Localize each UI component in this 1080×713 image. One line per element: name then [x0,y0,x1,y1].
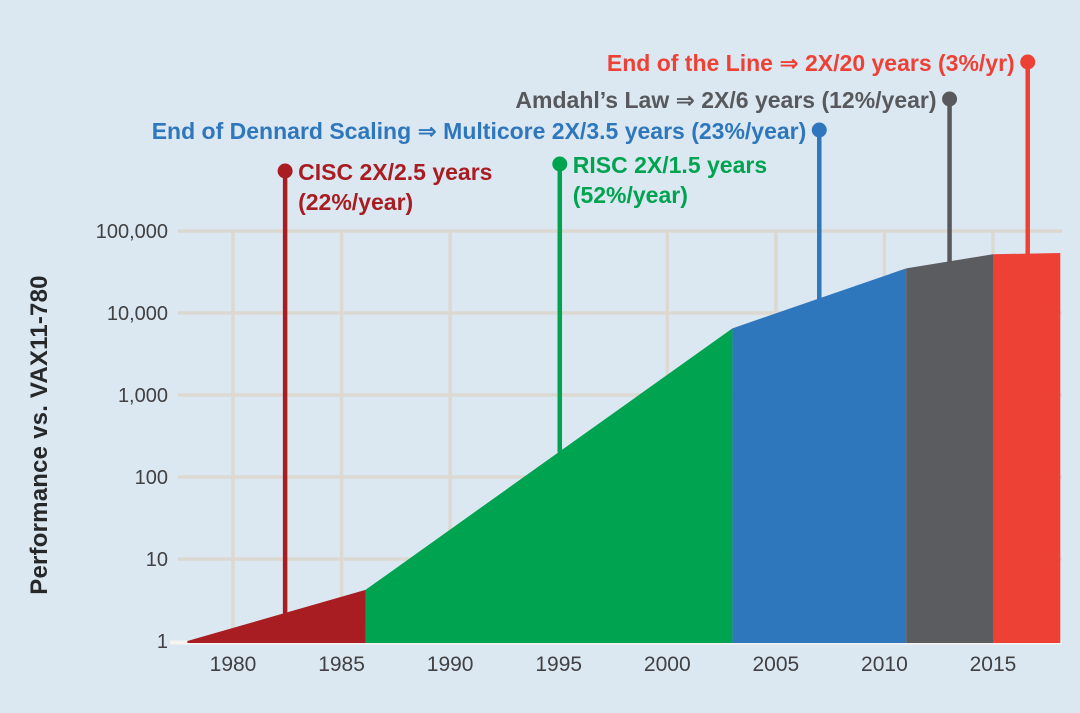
y-tick-10,000: 10,000 [107,303,168,325]
x-tick-1990: 1990 [427,653,474,676]
area-segment-cisc [187,589,366,643]
callout-end-of-line: End of the Line ⇒ 2X/20 years (3%/yr) [607,50,1036,255]
area-segment-risc [365,328,733,643]
x-tick-2005: 2005 [752,653,799,676]
y-axis-title: Performance vs. VAX11-780 [26,275,53,594]
callout-dot-dennard [811,122,827,138]
x-tick-1980: 1980 [210,653,257,676]
y-tick-100,000: 100,000 [96,221,168,243]
callout-dot-amdahl [942,91,958,107]
y-axis-tick-labels: 1 10 100 1,000 10,000 100,000 [96,221,168,653]
x-tick-2010: 2010 [861,653,908,676]
callout-cisc: CISC 2X/2.5 years (22%/year) [277,159,492,614]
y-tick-100: 100 [135,467,168,489]
area-segment-multicore [732,268,907,643]
area-segment-end-of-line [992,252,1061,643]
y-tick-10: 10 [146,549,168,571]
y-tick-1,000: 1,000 [118,385,168,407]
x-tick-1985: 1985 [318,653,365,676]
callout-label-end-of-line-line1: End of the Line ⇒ 2X/20 years (3%/yr) [607,50,1015,76]
area-segments [187,252,1061,643]
x-tick-1995: 1995 [535,653,582,676]
callout-dot-risc [552,156,568,172]
callout-amdahl: Amdahl’s Law ⇒ 2X/6 years (12%/year) [515,87,958,263]
callouts: CISC 2X/2.5 years (22%/year) RISC 2X/1.5 y… [152,50,1036,614]
callout-label-risc-line1: RISC 2X/1.5 years [573,152,767,178]
callout-label-amdahl-line1: Amdahl’s Law ⇒ 2X/6 years (12%/year) [515,87,936,113]
x-axis-tick-labels: 1980 1985 1990 1995 2000 2005 2010 2015 [210,653,1017,676]
callout-dot-cisc [277,163,293,179]
callout-label-cisc-line2: (22%/year) [298,189,413,215]
callout-risc: RISC 2X/1.5 years (52%/year) [552,152,767,453]
callout-label-dennard-line1: End of Dennard Scaling ⇒ Multicore 2X/3.… [152,118,807,144]
x-tick-2015: 2015 [970,653,1017,676]
callout-label-risc-line2: (52%/year) [573,182,688,208]
y-tick-1: 1 [157,631,168,653]
callout-dot-end-of-line [1020,54,1036,70]
callout-label-cisc-line1: CISC 2X/2.5 years [298,159,492,185]
area-segment-amdahl [906,254,993,643]
callout-dennard: End of Dennard Scaling ⇒ Multicore 2X/3.… [152,118,827,300]
x-tick-2000: 2000 [644,653,691,676]
